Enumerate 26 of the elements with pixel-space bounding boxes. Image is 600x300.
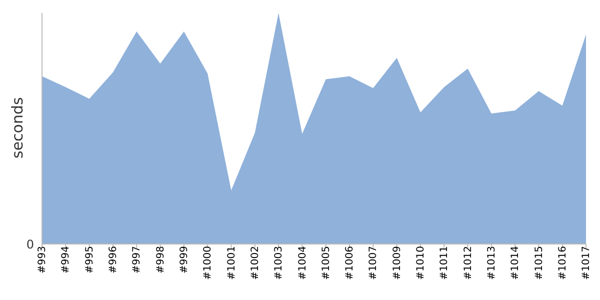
x-tick-label: #1007 [368, 246, 380, 280]
x-tick-label: #1009 [392, 246, 403, 280]
x-tick-label: #997 [132, 246, 143, 274]
x-tick-label: #996 [108, 246, 120, 274]
x-tick-label: #1015 [534, 246, 545, 280]
x-tick-label: #999 [179, 246, 190, 274]
y-axis-title: seconds [8, 97, 26, 158]
x-tick-label: #1004 [297, 246, 308, 280]
x-tick-label: #998 [155, 246, 166, 274]
x-tick-label: #1000 [202, 246, 214, 280]
x-tick-label: #993 [37, 246, 48, 274]
x-tick-label: #1014 [510, 246, 522, 280]
x-tick-label: #1001 [226, 246, 238, 280]
x-tick-label: #1010 [416, 246, 427, 280]
x-tick-label: #995 [84, 246, 96, 274]
x-tick-label: #1016 [557, 246, 568, 280]
x-tick-label: #1002 [250, 246, 261, 280]
text: 0 [26, 237, 34, 252]
x-tick-label: #1003 [274, 246, 285, 280]
x-tick-label: #1017 [581, 246, 592, 280]
x-tick-label: #1013 [486, 246, 498, 280]
x-tick-label: #1005 [320, 246, 332, 280]
x-tick-label: #1006 [344, 246, 356, 280]
x-tick-label: #1011 [439, 246, 450, 280]
x-tick-label: #1012 [462, 246, 474, 280]
x-tick-label: #994 [60, 246, 72, 274]
